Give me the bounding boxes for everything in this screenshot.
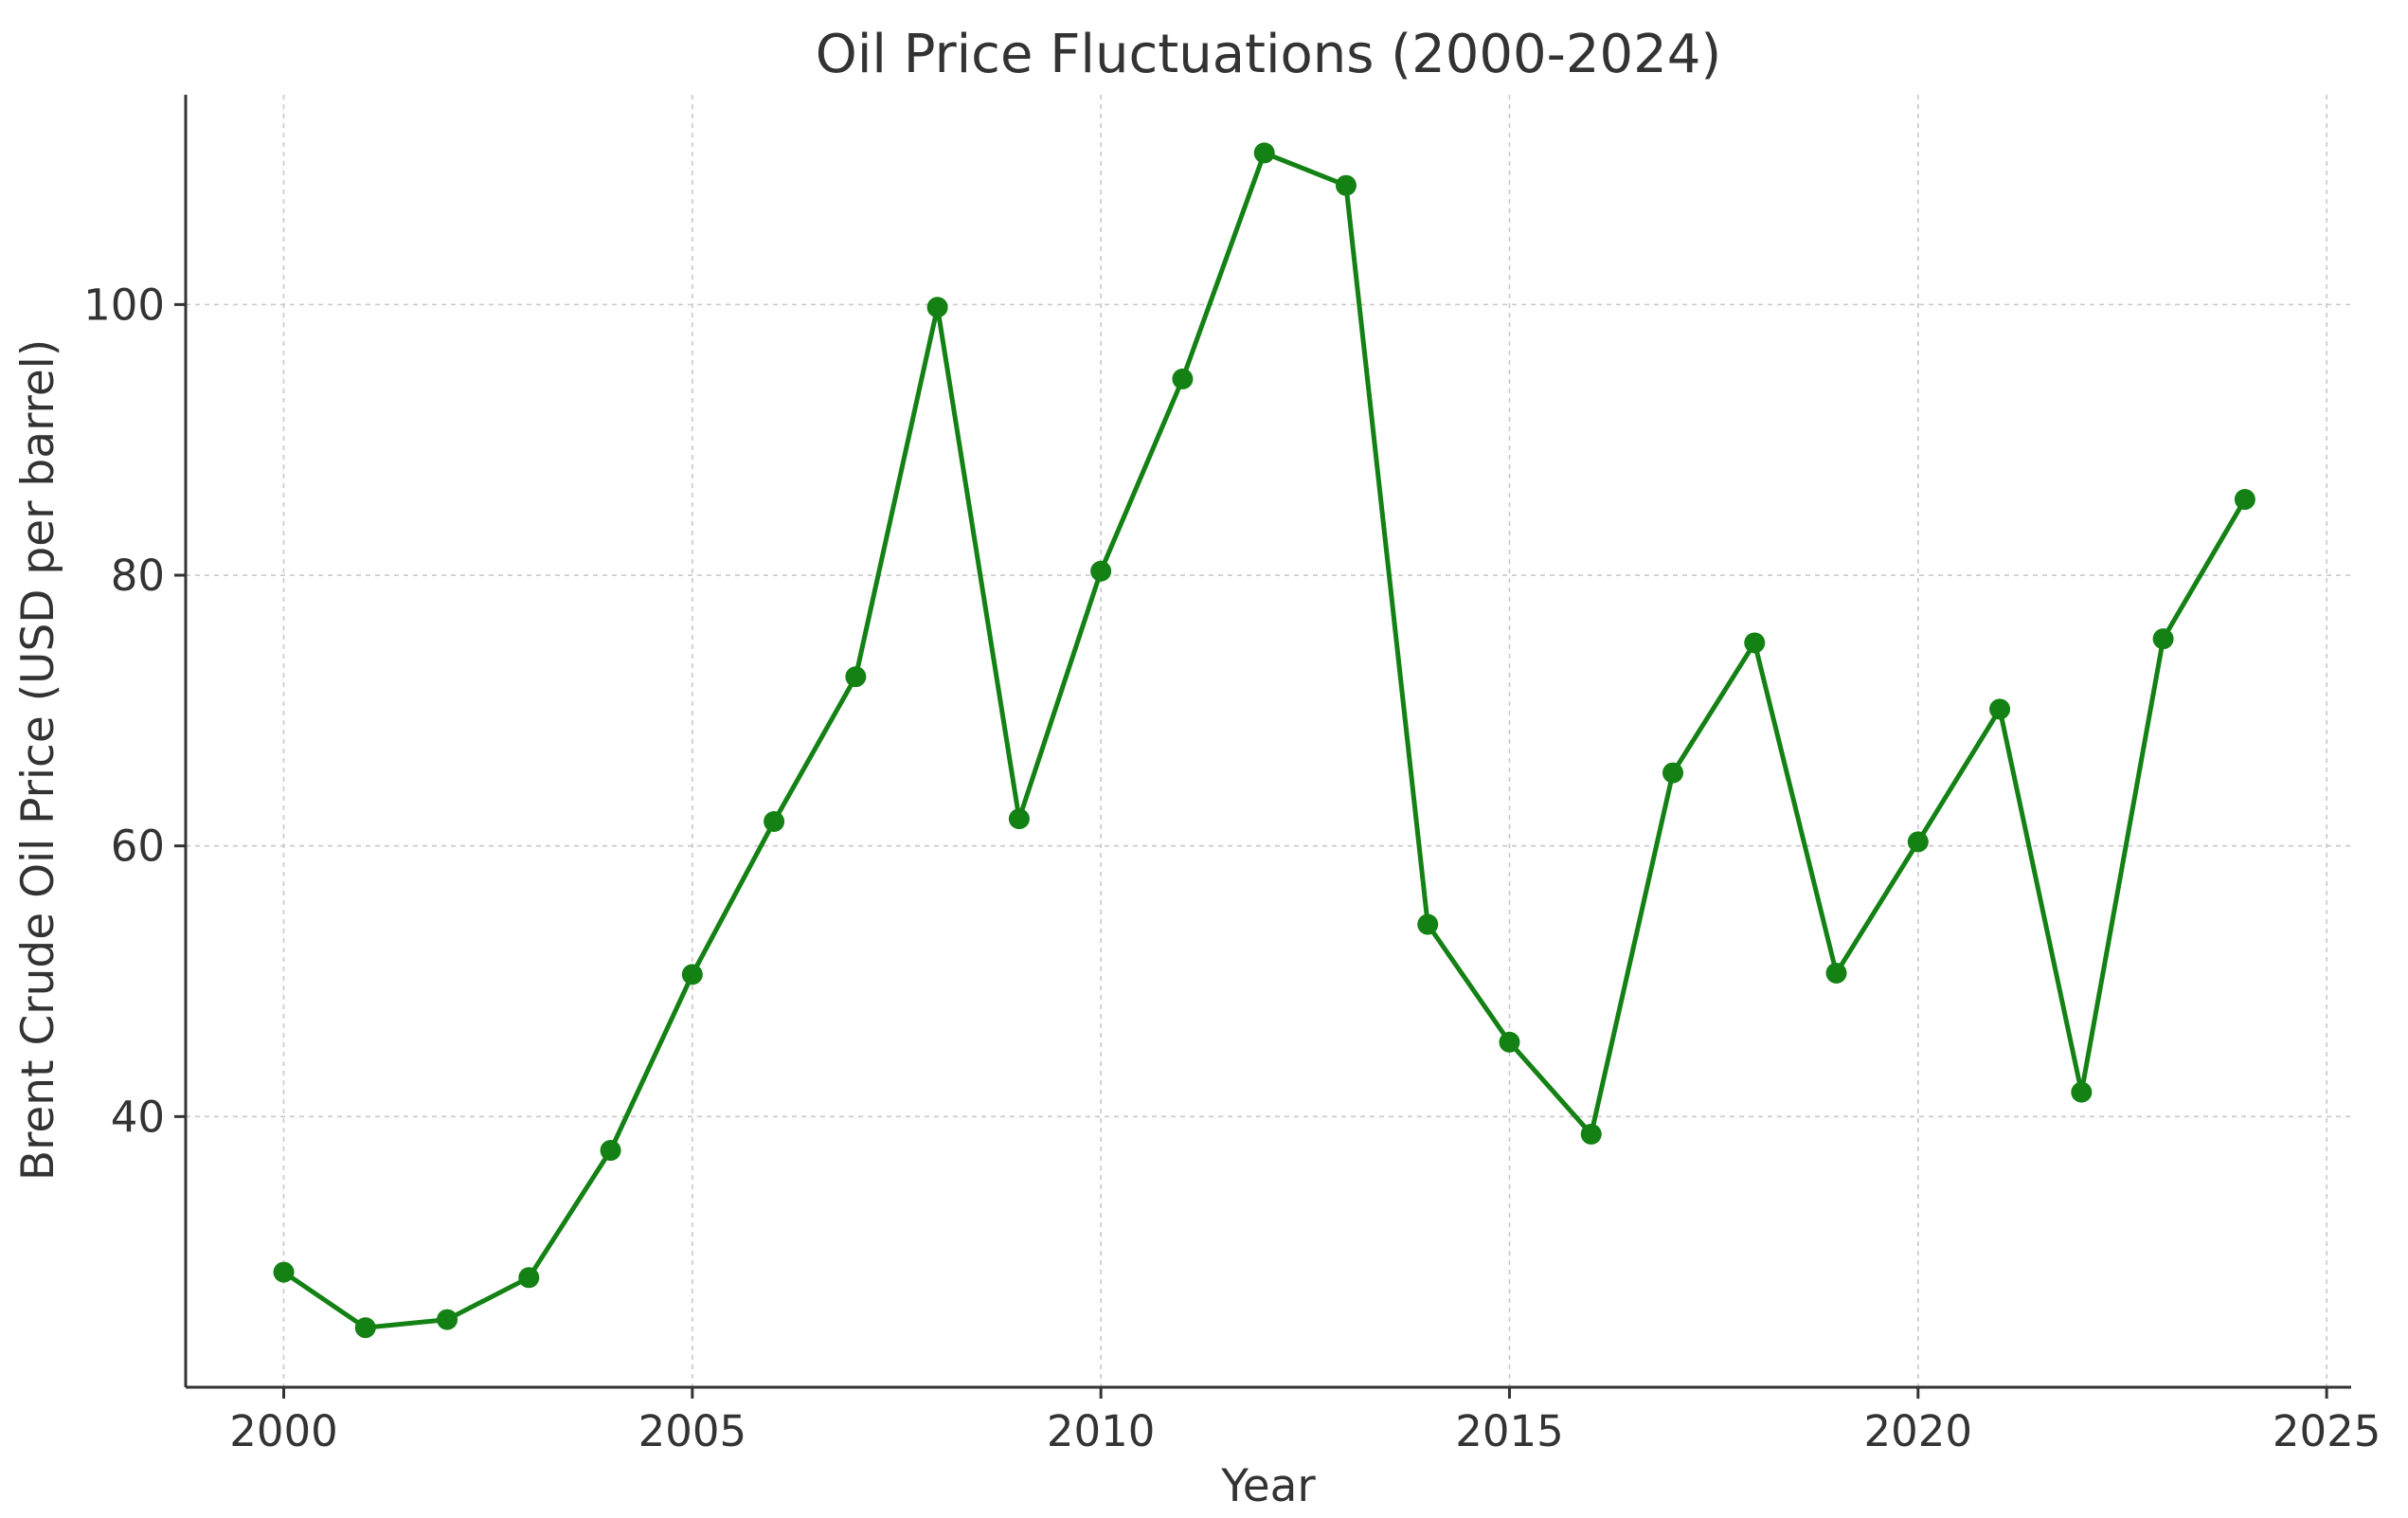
- data-point: [845, 666, 867, 688]
- data-point: [926, 297, 948, 318]
- data-point: [1417, 913, 1439, 935]
- data-point: [437, 1309, 458, 1330]
- x-tick-label: 2000: [229, 1406, 338, 1456]
- y-tick-label: 60: [111, 822, 165, 872]
- y-tick-label: 100: [83, 280, 165, 330]
- data-point: [1253, 142, 1275, 164]
- data-point: [518, 1267, 540, 1289]
- data-point: [1335, 174, 1357, 196]
- x-tick-label: 2015: [1455, 1406, 1564, 1456]
- series-line: [282, 150, 2248, 1330]
- data-point: [681, 964, 703, 985]
- grid: [186, 95, 2351, 1387]
- y-axis-title: Brent Crude Oil Price (USD per barrel): [12, 339, 64, 1181]
- x-axis-title: Year: [1220, 1460, 1316, 1512]
- data-point: [1580, 1123, 1602, 1145]
- data-point: [2234, 489, 2255, 511]
- x-tick-label: 2010: [1047, 1406, 1156, 1456]
- series: [273, 142, 2255, 1339]
- data-point: [2152, 628, 2174, 650]
- x-tick-label: 2025: [2273, 1406, 2381, 1456]
- data-point: [1989, 698, 2011, 720]
- y-ticks: 40 60 80 100: [83, 280, 186, 1142]
- data-point: [1008, 808, 1030, 830]
- data-point: [1744, 632, 1766, 654]
- data-point: [1825, 962, 1847, 984]
- data-point: [764, 810, 785, 832]
- data-point: [354, 1317, 376, 1339]
- chart-title: Oil Price Fluctuations (2000-2024): [816, 24, 1721, 85]
- x-tick-label: 2005: [638, 1406, 747, 1456]
- data-point: [1090, 560, 1112, 582]
- x-tick-label: 2020: [1864, 1406, 1973, 1456]
- axes: [184, 95, 2351, 1389]
- data-point: [2071, 1081, 2093, 1103]
- y-tick-label: 80: [111, 551, 165, 601]
- data-point: [1662, 762, 1684, 784]
- data-point: [1172, 368, 1194, 389]
- data-point: [600, 1140, 621, 1162]
- data-point: [273, 1261, 295, 1283]
- data-point: [1907, 831, 1929, 853]
- y-tick-label: 40: [111, 1092, 165, 1142]
- data-point: [1499, 1031, 1520, 1053]
- x-ticks: 2000 2005 2010 2015 2020 2025: [229, 1387, 2381, 1456]
